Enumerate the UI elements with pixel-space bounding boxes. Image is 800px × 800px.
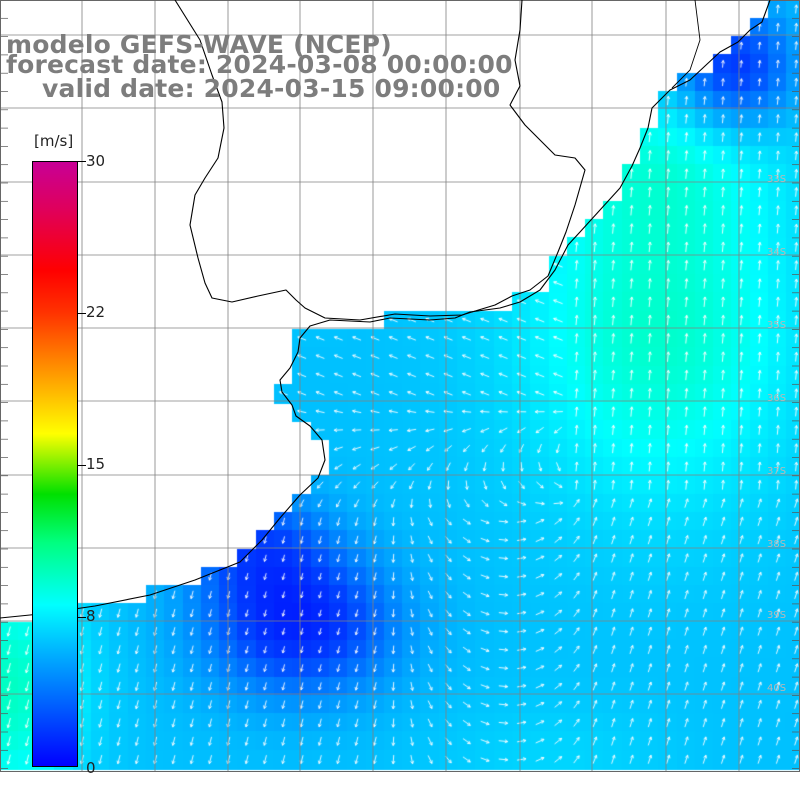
- forecast-date: forecast date: 2024-03-08 00:00:00: [6, 50, 513, 79]
- colorbar: [32, 161, 78, 767]
- colorbar-tick-label: 22: [86, 303, 106, 321]
- ocean-coastline: [0, 0, 771, 619]
- colorbar-tick-line: [78, 617, 86, 618]
- valid-date: valid date: 2024-03-15 09:00:00: [42, 74, 501, 103]
- colorbar-tick-line: [78, 313, 86, 314]
- colorbar-tick-label: 0: [86, 759, 96, 777]
- latitude-label: 37S: [767, 466, 787, 477]
- graticule-grid: [0, 0, 800, 772]
- latitude-label: 33S: [767, 174, 787, 185]
- latitude-label: 40S: [767, 683, 787, 694]
- latitude-label: 34S: [767, 247, 787, 258]
- coastline: [0, 0, 771, 619]
- colorbar-tick-label: 15: [86, 455, 106, 473]
- latitude-label: 35S: [767, 320, 787, 331]
- colorbar-tick-label: 8: [86, 607, 96, 625]
- model-title: modelo GEFS-WAVE (NCEP): [6, 30, 392, 59]
- latitude-label: 39S: [767, 610, 787, 621]
- colorbar-tick-line: [78, 465, 86, 466]
- colorbar-tick-line: [78, 161, 86, 162]
- colorbar-tick-label: 30: [86, 152, 106, 170]
- river-plate-coastline: [174, 0, 586, 321]
- map-border: [0, 0, 800, 772]
- latitude-label: 38S: [767, 539, 787, 550]
- latitude-label: 36S: [767, 393, 787, 404]
- northern-border-line: [671, 0, 701, 89]
- colorbar-unit: [m/s]: [34, 132, 74, 150]
